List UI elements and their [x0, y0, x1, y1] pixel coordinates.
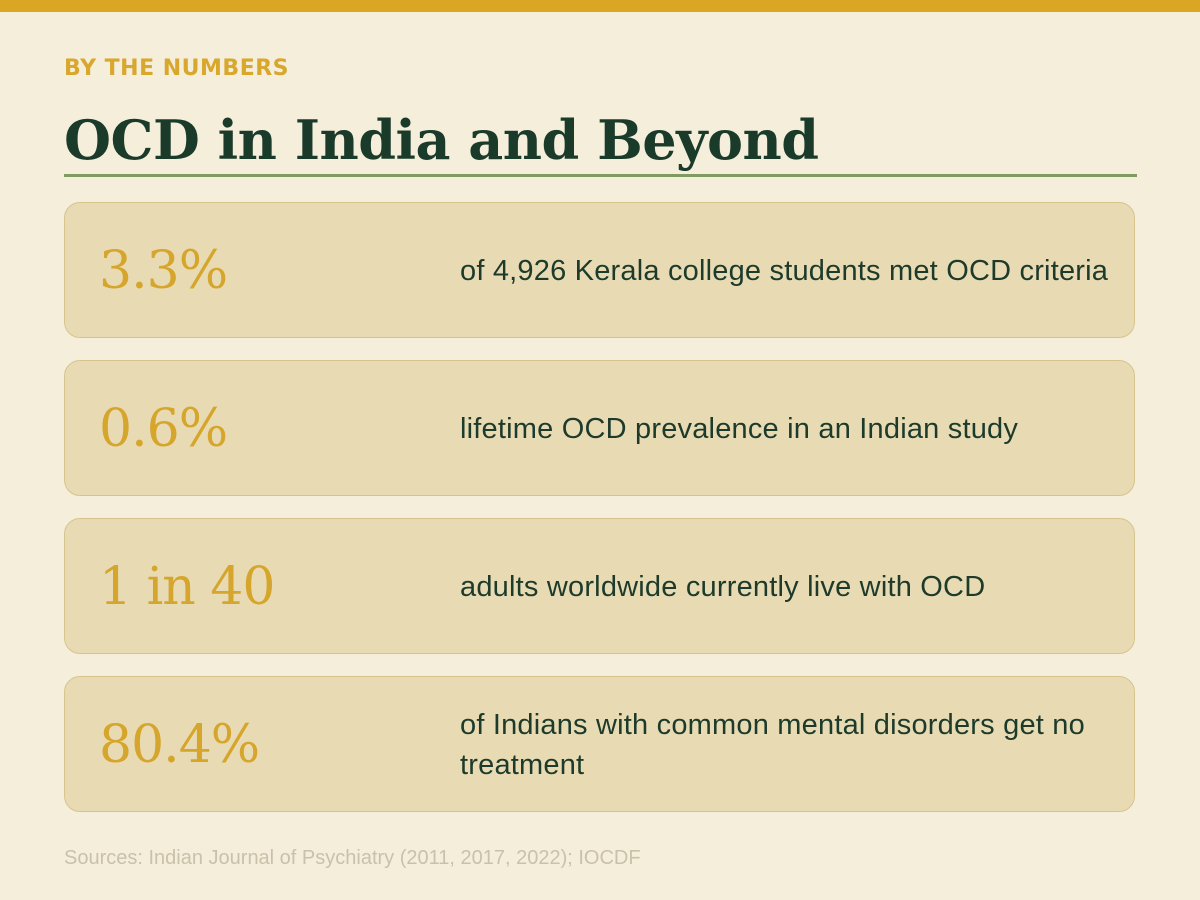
stat-card: 1 in 40 adults worldwide currently live …: [64, 518, 1135, 654]
stat-card: 80.4% of Indians with common mental diso…: [64, 676, 1135, 812]
sources-note: Sources: Indian Journal of Psychiatry (2…: [64, 847, 641, 869]
stat-card: 3.3% of 4,926 Kerala college students me…: [64, 202, 1135, 338]
stat-value: 3.3%: [99, 241, 228, 301]
stat-description: adults worldwide currently live with OCD: [460, 571, 986, 603]
top-accent-bar: [0, 0, 1200, 12]
stat-description: of 4,926 Kerala college students met OCD…: [460, 255, 1109, 287]
stat-value: 80.4%: [99, 715, 260, 775]
stat-description: of Indians with common mental disorders …: [460, 709, 1085, 781]
stat-value: 0.6%: [99, 399, 228, 459]
section-eyebrow: BY THE NUMBERS: [64, 56, 290, 81]
stat-card: 0.6% lifetime OCD prevalence in an India…: [64, 360, 1135, 496]
stat-value: 1 in 40: [99, 557, 275, 617]
stat-description: lifetime OCD prevalence in an Indian stu…: [460, 413, 1019, 445]
title-divider: [64, 174, 1137, 177]
page-title: OCD in India and Beyond: [64, 108, 819, 172]
